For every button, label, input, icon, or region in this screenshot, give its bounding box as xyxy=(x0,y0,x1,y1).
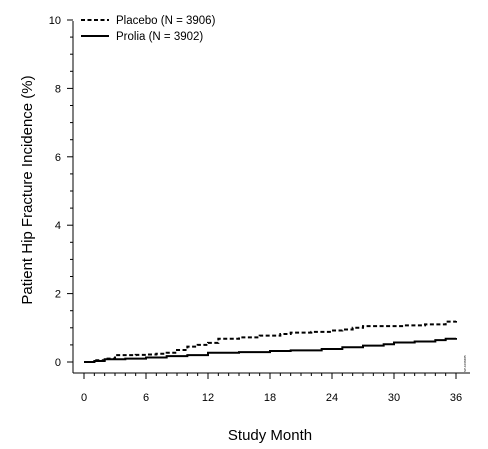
x-tick-label: 12 xyxy=(202,392,214,404)
y-tick-label: 0 xyxy=(55,357,61,369)
y-axis-ticks: 0 2 4 6 8 10 xyxy=(49,15,73,369)
legend-label-placebo: Placebo (N = 3906) xyxy=(116,15,216,27)
watermark-code: SP-1068485 xyxy=(463,355,467,372)
legend: Placebo (N = 3906) Prolia (N = 3902) xyxy=(81,15,216,43)
y-tick-label: 4 xyxy=(55,220,61,232)
x-axis-ticks: 0 6 12 18 24 30 36 xyxy=(81,373,462,404)
series-line-placebo xyxy=(84,320,457,363)
y-tick-label: 10 xyxy=(49,15,61,27)
x-axis-title: Study Month xyxy=(228,427,312,444)
series-lines xyxy=(84,320,457,363)
y-tick-label: 6 xyxy=(55,152,61,164)
x-tick-label: 30 xyxy=(388,392,400,404)
x-tick-label: 0 xyxy=(81,392,87,404)
x-tick-label: 36 xyxy=(450,392,462,404)
x-tick-label: 24 xyxy=(326,392,338,404)
series-line-prolia xyxy=(84,337,457,363)
y-tick-label: 2 xyxy=(55,289,61,301)
x-tick-label: 18 xyxy=(264,392,276,404)
x-axis-minor-ticks xyxy=(93,373,447,376)
y-axis-minor-ticks xyxy=(70,36,73,346)
y-tick-label: 8 xyxy=(55,83,61,95)
legend-label-prolia: Prolia (N = 3902) xyxy=(116,31,203,43)
y-axis-title: Patient Hip Fracture Incidence (%) xyxy=(19,75,36,304)
x-tick-label: 6 xyxy=(143,392,149,404)
